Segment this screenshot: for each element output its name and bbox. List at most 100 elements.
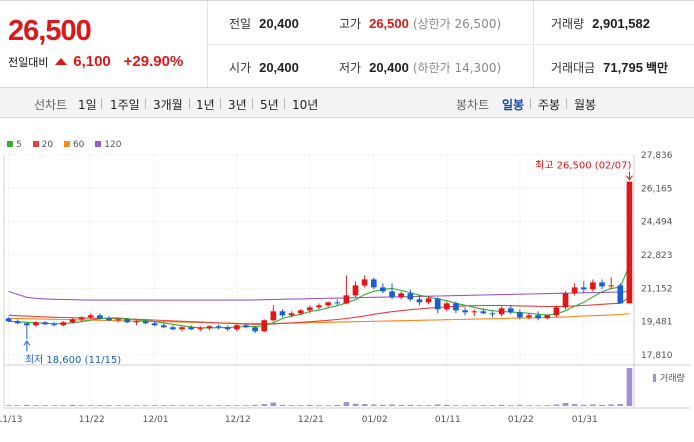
candle-body (608, 285, 615, 287)
candle-body (23, 323, 30, 326)
y-axis: 27,836 26,165 24,494 22,823 21,152 19,481 17,8… (641, 151, 673, 361)
volume-bar (78, 405, 85, 406)
legend-ma20: 20 (32, 140, 53, 150)
candle-body (407, 293, 414, 300)
candle-body (160, 325, 167, 328)
volume-bar (14, 405, 21, 406)
price-box: 26,500 전일대비 6,100 +29.90% (0, 1, 208, 87)
stat-low: 저가 20,400 (하한가 14,300) (339, 59, 501, 76)
volume-bar (325, 405, 331, 406)
change-label: 전일대비 (8, 56, 49, 69)
low-annotation: 최저 18,600 (11/15) (25, 354, 121, 366)
volume-bar (425, 405, 432, 406)
candle-body (370, 279, 377, 288)
volume-bar (434, 404, 441, 406)
period-10y[interactable]: 10년 (292, 98, 319, 112)
candle-body (380, 287, 386, 292)
volume-bar (215, 405, 222, 406)
volume-bar (517, 404, 523, 406)
candle-body (462, 310, 468, 313)
volume-bar (389, 404, 395, 406)
y-tick-label: 21,152 (641, 284, 673, 294)
x-tick-label: 01/22 (508, 415, 534, 425)
candle-daily[interactable]: 일봉 (502, 98, 525, 112)
legend-label: 120 (104, 140, 122, 150)
volume-bar (617, 404, 624, 406)
volume-bar (170, 405, 176, 406)
candle-body (434, 298, 441, 310)
volume-bar (471, 405, 478, 406)
candle-body (453, 303, 459, 311)
candle-body (562, 293, 569, 308)
stat-label: 전일 (229, 17, 252, 31)
change-row: 전일대비 6,100 +29.90% (8, 53, 183, 70)
stat-value: 26,500 (369, 16, 409, 31)
volume-bar (42, 405, 48, 406)
candle-body (124, 319, 131, 323)
high-annotation: 최고 26,500 (02/07) (535, 160, 631, 172)
legend-swatch (7, 141, 13, 147)
candle-body (78, 317, 85, 320)
stat-unit: 백만 (645, 61, 669, 75)
legend-label: 5 (16, 140, 22, 150)
quote-header: 26,500 전일대비 6,100 +29.90% 전일 20,400 시가 20,… (0, 0, 694, 88)
volume-bar (480, 405, 487, 406)
volume-bar (261, 404, 268, 406)
period-1d[interactable]: 1일 (78, 98, 97, 112)
candle-body (33, 322, 39, 326)
lower-limit: (하한가 14,300) (412, 61, 502, 75)
volume-bars: 거래량 (5, 368, 685, 406)
volume-bar (498, 404, 505, 406)
candle-weekly[interactable]: 주봉 (538, 98, 561, 112)
candle-chart-label: 봉차트 (456, 98, 490, 112)
candle-body (334, 302, 341, 304)
stat-value: 20,400 (259, 60, 299, 75)
volume-bar (562, 402, 569, 406)
candle-body (352, 285, 359, 296)
candle-body (151, 323, 158, 326)
volume-swatch (653, 374, 656, 382)
candle-monthly[interactable]: 월봉 (574, 98, 597, 112)
volume-bar (398, 404, 405, 406)
candle-body (224, 327, 231, 330)
volume-bar (206, 405, 213, 406)
candle-body (544, 315, 551, 319)
volume-bar (60, 405, 67, 406)
volume-bar (197, 405, 204, 406)
period-3y[interactable]: 3년 (228, 98, 247, 112)
x-tick-label: 12/12 (225, 415, 251, 425)
volume-bar (361, 404, 368, 406)
period-1w[interactable]: 1주일 (110, 98, 140, 112)
volume-bar (316, 405, 322, 406)
upper-limit: (상한가 26,500) (412, 17, 502, 31)
candle-body (206, 326, 213, 329)
candle-body (617, 285, 624, 304)
candles (5, 181, 633, 340)
candle-body (233, 325, 240, 330)
candle-body (361, 279, 368, 286)
stat-high: 고가 26,500 (상한가 26,500) (339, 15, 501, 32)
high-arrow-head-icon (626, 175, 633, 181)
period-1y[interactable]: 1년 (196, 98, 215, 112)
volume-bar (608, 404, 615, 406)
volume-bar (133, 405, 140, 406)
candle-body (626, 181, 633, 304)
chart-grid (3, 154, 690, 409)
legend-ma60: 60 (63, 140, 84, 150)
volume-bar (124, 405, 131, 406)
period-5y[interactable]: 5년 (260, 98, 279, 112)
legend-ma120: 120 (95, 140, 121, 150)
candle-body (571, 287, 578, 294)
volume-bar (453, 405, 459, 406)
candle-body (307, 307, 313, 311)
candle-body (471, 311, 478, 313)
volume-bar (224, 405, 231, 406)
volume-bar (33, 405, 39, 406)
x-tick-label: 11/22 (79, 415, 105, 425)
candle-body (170, 327, 176, 330)
candle-body (142, 321, 149, 324)
candle-body (517, 312, 523, 318)
divider (284, 98, 285, 109)
period-3m[interactable]: 3개월 (153, 98, 183, 112)
